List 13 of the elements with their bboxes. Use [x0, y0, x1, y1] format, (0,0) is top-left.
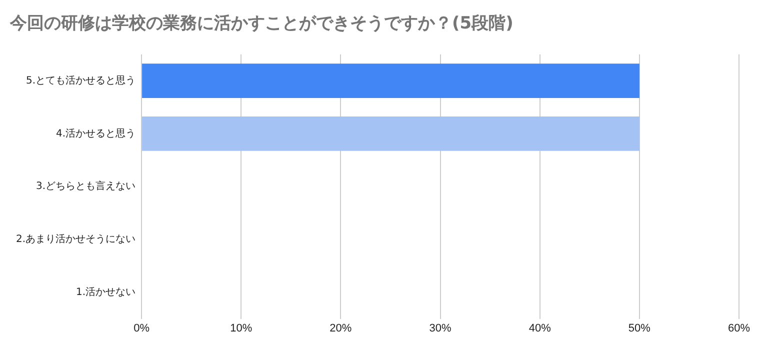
x-tick-label: 20%: [330, 322, 352, 334]
y-tick-label: 4.活かせると思う: [56, 127, 136, 140]
chart-title: 今回の研修は学校の業務に活かすことができそうですか？(5段階): [9, 14, 514, 34]
x-tick-label: 40%: [528, 322, 552, 334]
x-tick-label: 50%: [628, 322, 651, 334]
y-tick-label: 2.あまり活かせそうにない: [16, 233, 136, 246]
x-tick-label: 30%: [429, 322, 452, 334]
x-tick-label: 0%: [134, 322, 150, 334]
y-tick-label: 3.どちらとも言えない: [36, 180, 136, 192]
x-tick-label: 60%: [728, 322, 750, 334]
y-tick-label: 1.活かせない: [76, 286, 136, 298]
y-tick-label: 5.とても活かせると思う: [26, 74, 136, 86]
x-tick-label: 10%: [230, 322, 252, 334]
